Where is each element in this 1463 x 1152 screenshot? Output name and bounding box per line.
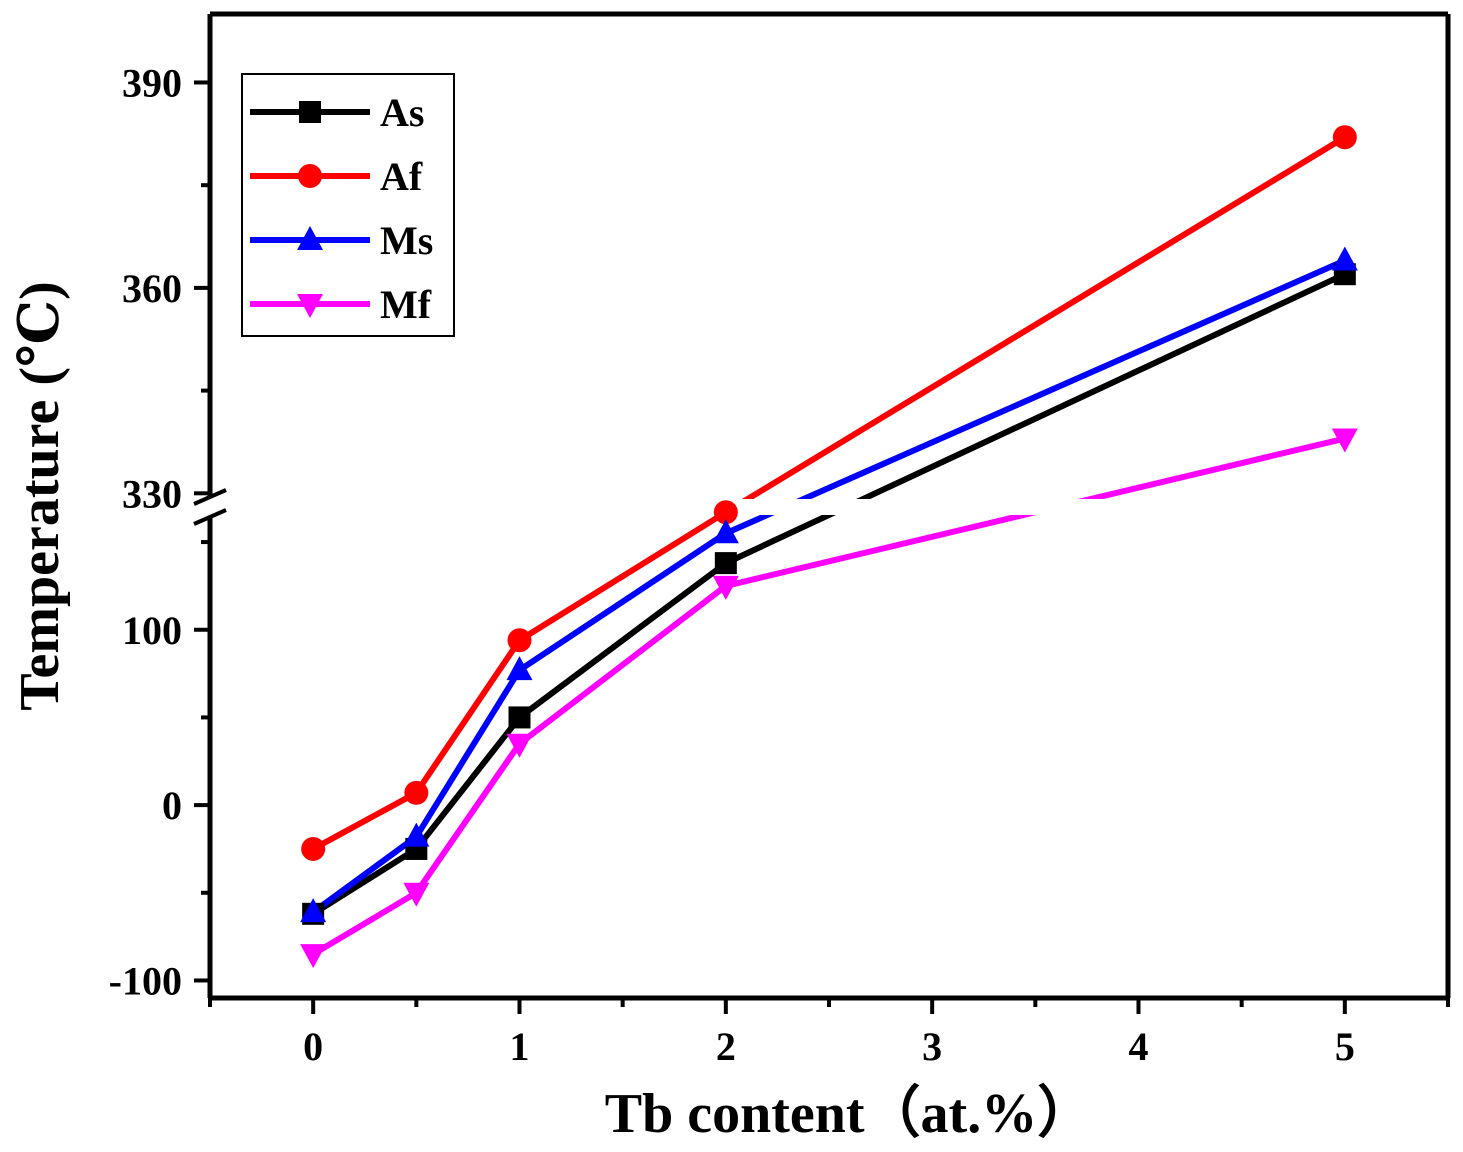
x-tick-label: 4	[1129, 1024, 1149, 1069]
data-point-af	[1332, 125, 1357, 150]
data-point-af	[404, 780, 429, 805]
legend-marker-af	[298, 164, 322, 188]
legend-marker-mf	[297, 294, 323, 318]
data-point-af	[301, 836, 326, 861]
data-point-mf	[1331, 428, 1358, 453]
axis-break-mark	[193, 508, 227, 526]
y-tick-label: 0	[162, 783, 182, 828]
y-axis-title: Temperature (℃)	[9, 281, 71, 710]
legend-marker-ms	[297, 226, 323, 250]
data-point-as	[714, 552, 737, 575]
y-tick-label: 390	[122, 60, 182, 105]
legend-label-ms: Ms	[380, 218, 433, 263]
x-tick-label: 5	[1335, 1024, 1355, 1069]
legend: As Af Ms Mf	[241, 73, 455, 337]
data-point-af	[507, 628, 532, 653]
y-tick-label: -100	[109, 958, 182, 1003]
data-point-as	[508, 706, 531, 729]
data-point-mf	[506, 733, 533, 758]
axis-break-band	[213, 499, 1445, 515]
series-layer	[213, 125, 1445, 969]
x-tick-label: 2	[716, 1024, 736, 1069]
legend-box	[241, 73, 455, 337]
data-point-ms	[300, 898, 327, 923]
x-tick-label: 1	[510, 1024, 530, 1069]
labels-layer: 0 1 2 3 4 5 330 360 390 -100 0 100 Tb content（at.%） T…	[9, 60, 1355, 1145]
x-tick-label: 0	[303, 1024, 323, 1069]
x-tick-label: 3	[922, 1024, 942, 1069]
data-point-ms	[1331, 246, 1358, 271]
data-point-mf	[403, 882, 430, 907]
axis-break-mark	[193, 488, 227, 506]
data-point-ms	[403, 822, 430, 847]
y-tick-label: 330	[122, 471, 182, 516]
y-tick-label: 360	[122, 266, 182, 311]
y-tick-label: 100	[122, 608, 182, 653]
axes-layer	[193, 11, 1451, 1014]
legend-label-mf: Mf	[380, 282, 432, 327]
data-point-mf	[712, 575, 739, 600]
data-point-ms	[506, 656, 533, 681]
data-point-af	[713, 500, 738, 525]
x-axis-title: Tb content（at.%）	[605, 1082, 1093, 1145]
legend-label-af: Af	[380, 154, 423, 199]
data-point-mf	[300, 944, 327, 969]
data-point-ms	[712, 519, 739, 544]
legend-marker-as	[299, 101, 321, 123]
legend-label-as: As	[380, 90, 424, 135]
